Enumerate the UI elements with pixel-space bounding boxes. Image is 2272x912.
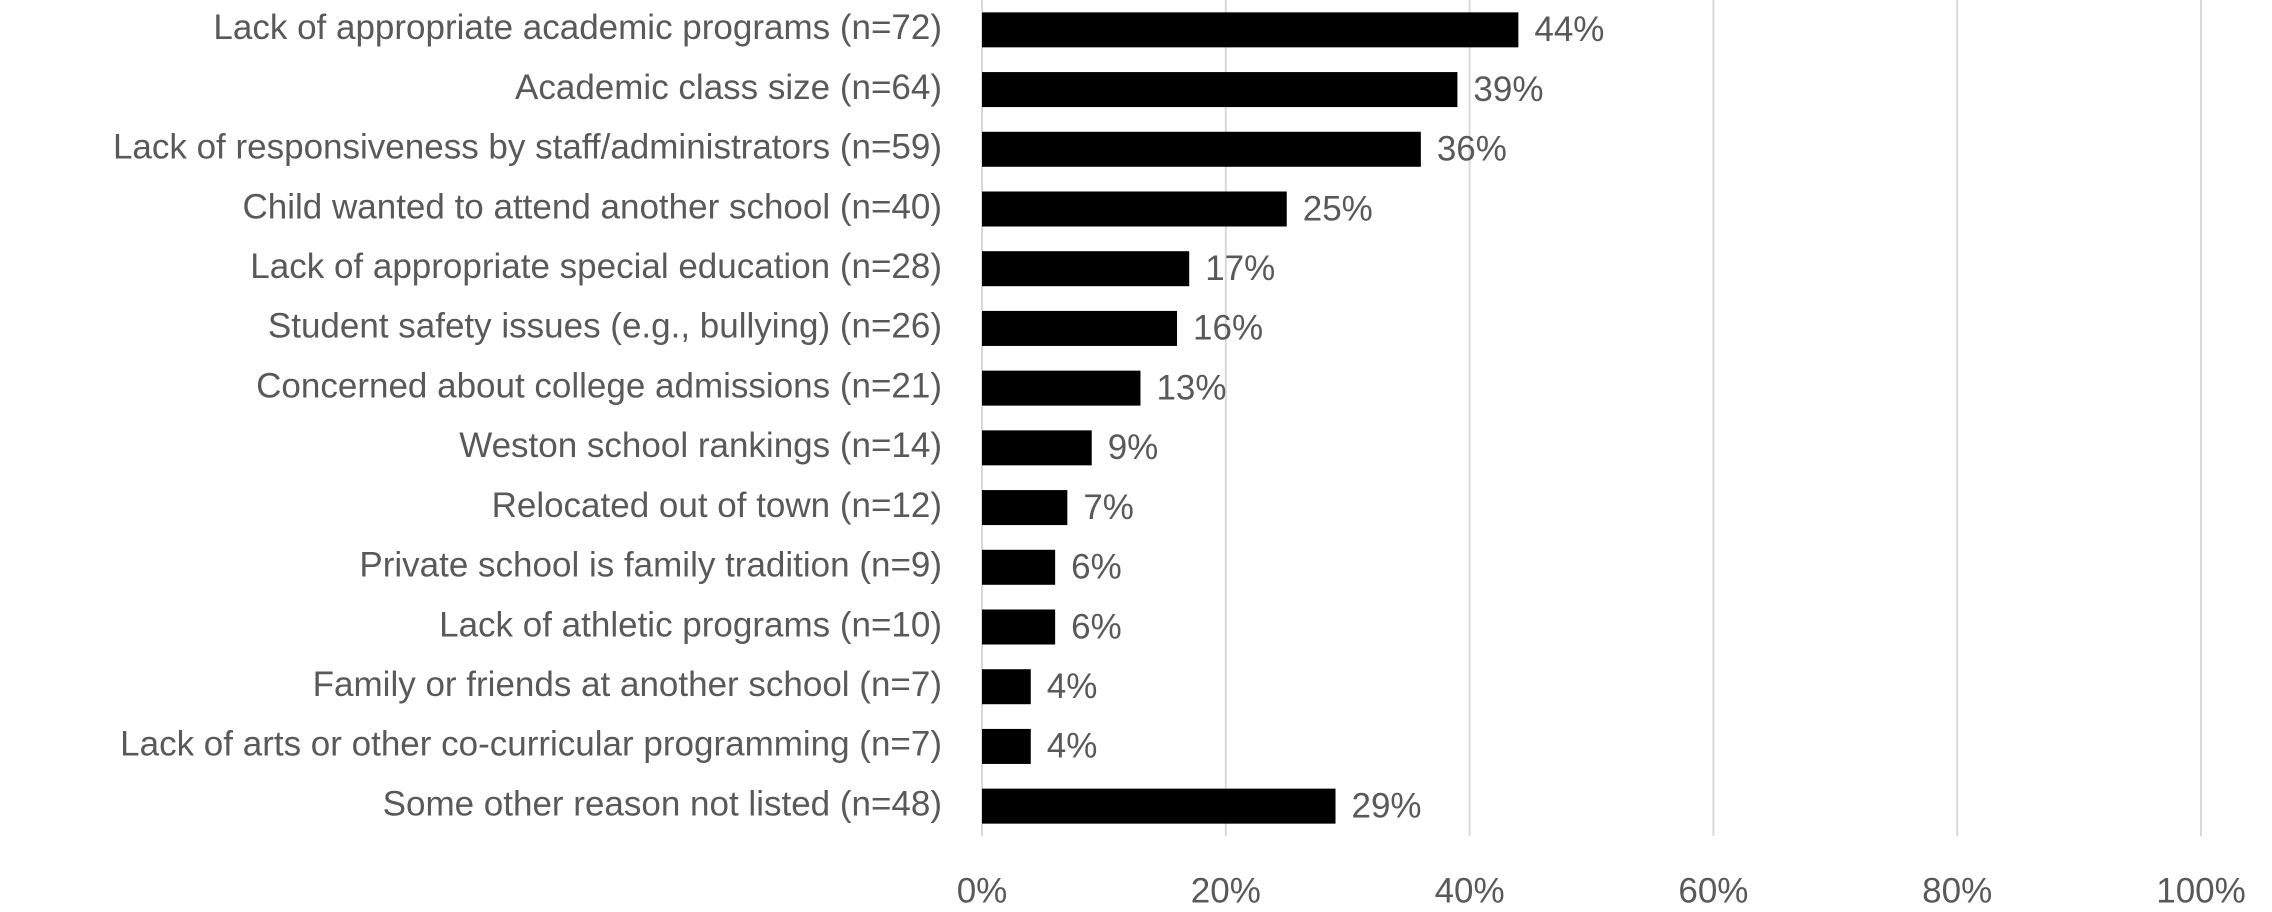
data-label: 39% — [1473, 70, 1543, 109]
y-tick-label: Some other reason not listed (n=48) — [383, 784, 942, 823]
data-label: 16% — [1193, 309, 1263, 348]
bar — [982, 251, 1190, 287]
bar — [982, 490, 1068, 526]
data-label: 17% — [1205, 249, 1275, 288]
bar — [982, 12, 1519, 48]
x-tick-label: 100% — [2156, 871, 2246, 907]
bar — [982, 430, 1092, 466]
data-label: 25% — [1303, 189, 1373, 228]
y-tick-label: Lack of athletic programs (n=10) — [439, 605, 942, 644]
y-tick-label: Lack of appropriate academic programs (n… — [213, 8, 942, 47]
x-tick-label: 20% — [1191, 871, 1261, 907]
bar — [982, 131, 1421, 167]
data-label: 44% — [1534, 10, 1604, 49]
data-label: 6% — [1071, 607, 1122, 646]
bar — [982, 191, 1287, 227]
y-tick-label: Academic class size (n=64) — [515, 68, 942, 107]
x-tick-label: 80% — [1922, 871, 1992, 907]
y-tick-label: Lack of appropriate special education (n… — [250, 247, 942, 286]
bar — [982, 72, 1458, 108]
y-tick-label: Child wanted to attend another school (n… — [243, 187, 943, 226]
data-label: 29% — [1352, 786, 1422, 825]
bar — [982, 549, 1056, 585]
y-tick-label: Lack of arts or other co-curricular prog… — [120, 725, 942, 764]
data-label: 4% — [1047, 667, 1098, 706]
x-tick-label: 40% — [1435, 871, 1505, 907]
y-tick-label: Student safety issues (e.g., bullying) (… — [268, 307, 942, 346]
x-tick-label: 60% — [1678, 871, 1748, 907]
x-tick-label: 0% — [957, 871, 1008, 907]
bar — [982, 669, 1031, 705]
bar — [982, 370, 1141, 406]
bar — [982, 788, 1336, 824]
data-label: 6% — [1071, 548, 1122, 587]
data-label: 13% — [1156, 368, 1226, 407]
data-label: 4% — [1047, 727, 1098, 766]
y-tick-label: Relocated out of town (n=12) — [492, 486, 942, 525]
y-tick-label: Concerned about college admissions (n=21… — [256, 366, 942, 405]
bar — [982, 609, 1056, 645]
y-tick-label: Weston school rankings (n=14) — [459, 426, 942, 465]
data-label: 9% — [1108, 428, 1159, 467]
data-label: 7% — [1083, 488, 1134, 527]
y-tick-label: Family or friends at another school (n=7… — [313, 665, 942, 704]
bar — [982, 728, 1031, 764]
bar — [982, 310, 1178, 346]
y-tick-label: Private school is family tradition (n=9) — [359, 546, 942, 585]
y-tick-label: Lack of responsiveness by staff/administ… — [113, 128, 942, 167]
data-label: 36% — [1437, 130, 1507, 169]
